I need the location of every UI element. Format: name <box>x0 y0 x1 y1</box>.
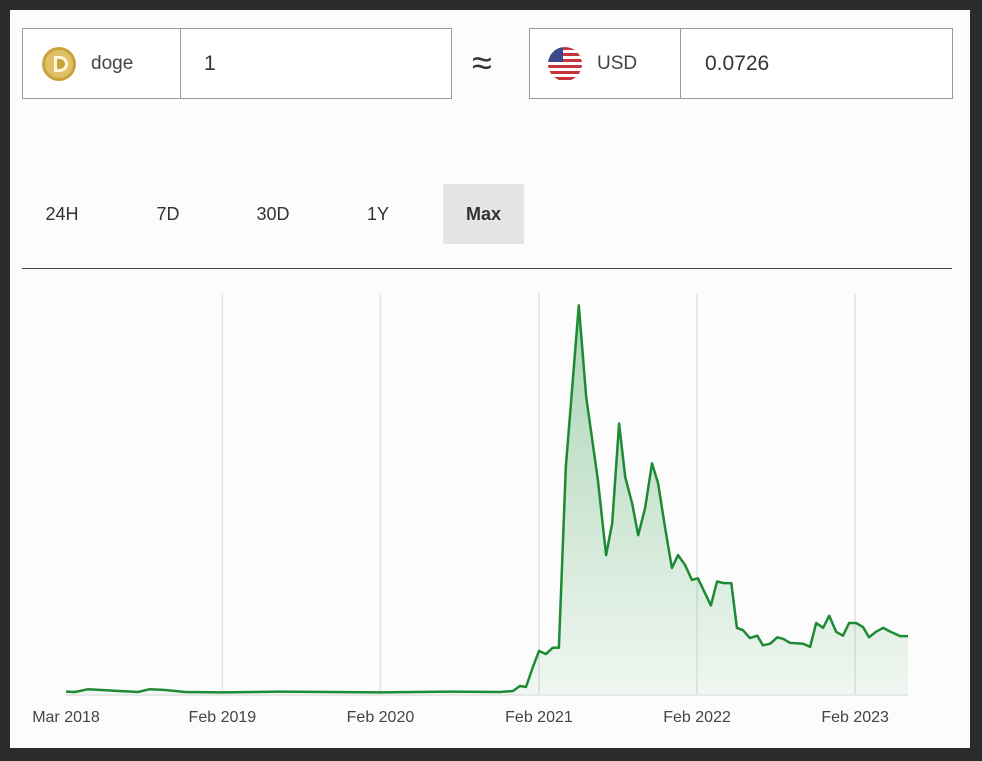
price-area <box>66 305 908 694</box>
tab-1y[interactable]: 1Y <box>366 203 390 224</box>
from-currency-label: doge <box>91 52 134 74</box>
tab-7d[interactable]: 7D <box>156 203 180 224</box>
x-tick-label: Feb 2023 <box>821 709 889 726</box>
from-currency-selector[interactable]: doge <box>23 29 181 98</box>
from-converter: doge 1 <box>22 28 452 99</box>
doge-coin-icon <box>42 46 76 81</box>
price-line <box>65 304 908 694</box>
x-tick-label: Feb 2022 <box>663 709 731 726</box>
tab-max[interactable]: Max <box>443 184 524 244</box>
tabs-divider <box>22 268 952 269</box>
x-tick-label: Feb 2021 <box>505 709 573 726</box>
tab-30d[interactable]: 30D <box>256 203 290 224</box>
x-tick-label: Mar 2018 <box>32 709 100 726</box>
tab-24h[interactable]: 24H <box>45 203 79 224</box>
approx-symbol: ≈ <box>472 42 492 83</box>
x-tick-label: Feb 2020 <box>347 709 415 726</box>
x-tick-label: Feb 2019 <box>189 709 257 726</box>
to-currency-label: USD <box>597 52 638 74</box>
from-amount-input[interactable]: 1 <box>204 51 216 75</box>
us-flag-icon <box>548 46 582 81</box>
to-currency-selector[interactable]: USD <box>530 29 681 98</box>
to-amount-input[interactable]: 0.0726 <box>705 51 770 75</box>
converter-panel <box>10 10 970 748</box>
to-converter: USD 0.0726 <box>529 28 953 99</box>
